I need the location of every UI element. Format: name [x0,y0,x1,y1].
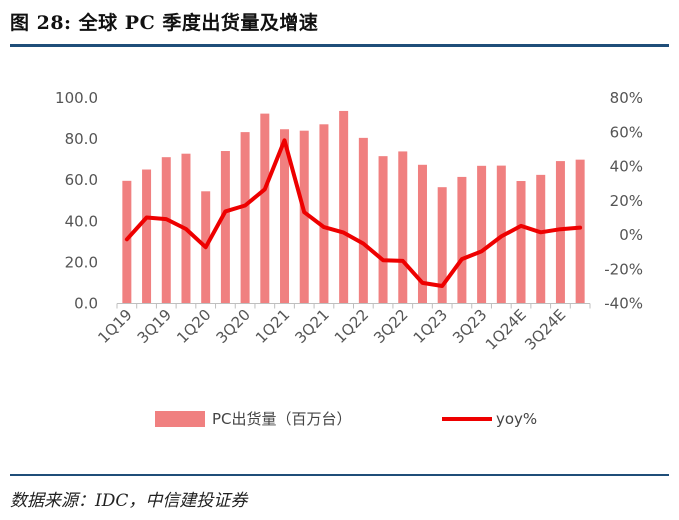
yoy-point-1Q20 [204,245,208,249]
bar-1Q23 [437,187,447,304]
bar-3Q19 [161,157,171,304]
x-tick-label: 1Q23 [410,306,451,347]
bar-4Q21 [339,110,349,304]
bar-2Q19 [142,169,152,304]
x-tick-label: 1Q22 [331,306,372,347]
yoy-point-2Q20 [223,209,227,213]
figure-title: 图 28: 全球 PC 季度出货量及增速 [10,12,319,34]
legend: PC出货量（百万台） yoy% [155,410,537,428]
yoy-point-4Q24E [578,226,582,230]
bar-3Q24E [555,161,565,304]
x-tick-label: 3Q22 [370,306,411,347]
line-series [124,138,583,288]
yoy-point-4Q20 [263,187,267,191]
right-axis-tick-label: 20% [610,192,643,210]
x-tick-marks [116,303,591,309]
yoy-point-3Q24E [558,227,562,231]
yoy-point-3Q19 [164,217,168,221]
yoy-point-1Q19 [125,237,129,241]
right-axis-tick-label: 80% [610,89,643,107]
bar-3Q20 [240,132,250,304]
yoy-point-4Q19 [184,227,188,231]
yoy-point-2Q19 [145,216,149,220]
x-tick-label: 1Q20 [173,306,214,347]
x-tick-label: 3Q19 [134,306,175,347]
pc-shipment-chart: 0.0 20.0 40.0 60.0 80.0 100.0 -40% -20% 0% 20% 40… [55,89,643,428]
bar-2Q24E [536,174,546,304]
bar-2Q23 [457,176,467,304]
source-note: 数据来源：IDC，中信建投证券 [10,491,248,511]
bar-4Q20 [260,113,270,304]
yoy-point-2Q22 [381,258,385,262]
yoy-point-3Q21 [322,225,326,229]
x-tick-label: 1Q24E [482,306,530,354]
yoy-point-3Q23 [480,249,484,253]
left-axis-tick-label: 80.0 [65,130,98,148]
yoy-line [124,138,583,288]
yoy-point-1Q23 [440,284,444,288]
yoy-point-2Q23 [460,257,464,261]
yoy-point-1Q22 [361,242,365,246]
x-axis-labels: 1Q193Q191Q203Q201Q213Q211Q223Q221Q233Q23… [94,306,569,354]
bar-1Q24E [516,181,526,304]
left-axis-tick-label: 100.0 [55,89,98,107]
yoy-point-1Q21 [283,138,287,142]
x-tick-label: 3Q24E [521,306,569,354]
left-axis-tick-label: 0.0 [74,295,98,313]
bar-2Q22 [378,156,388,304]
left-axis-tick-label: 60.0 [65,171,98,189]
legend-line-label: yoy% [496,410,537,428]
yoy-point-2Q21 [302,210,306,214]
bar-2Q21 [299,130,309,304]
legend-bar-swatch [155,411,205,427]
yoy-point-4Q23 [499,234,503,238]
legend-bar-label: PC出货量（百万台） [212,410,352,428]
bar-1Q22 [358,137,368,304]
x-tick-label: 1Q19 [94,306,135,347]
bar-4Q24E [575,159,585,304]
x-tick-label: 1Q21 [252,306,293,347]
right-axis-tick-label: -40% [604,295,643,313]
yoy-point-3Q22 [401,259,405,263]
bar-3Q23 [477,165,487,304]
bar-2Q20 [220,151,230,304]
yoy-point-2Q24E [539,230,543,234]
right-axis-tick-label: -20% [604,260,643,278]
yoy-point-3Q20 [243,204,247,208]
bar-3Q22 [398,151,408,304]
x-tick-label: 3Q20 [213,306,254,347]
left-axis-tick-label: 20.0 [65,253,98,271]
right-axis-tick-label: 40% [610,158,643,176]
left-axis-tick-label: 40.0 [65,212,98,230]
footer-rule [10,474,669,476]
right-axis-tick-label: 60% [610,123,643,141]
yoy-point-4Q21 [342,231,346,235]
right-axis-labels: -40% -20% 0% 20% 40% 60% 80% [604,89,643,313]
yoy-point-1Q24E [519,224,523,228]
right-axis-tick-label: 0% [619,226,643,244]
bar-3Q21 [319,124,329,304]
x-tick-label: 3Q21 [291,306,332,347]
bar-4Q22 [417,164,427,304]
bar-1Q21 [280,129,290,304]
left-axis-labels: 0.0 20.0 40.0 60.0 80.0 100.0 [55,89,98,313]
bar-series [122,110,585,304]
title-rule [10,44,669,47]
bar-1Q19 [122,180,132,304]
yoy-point-4Q22 [420,281,424,285]
